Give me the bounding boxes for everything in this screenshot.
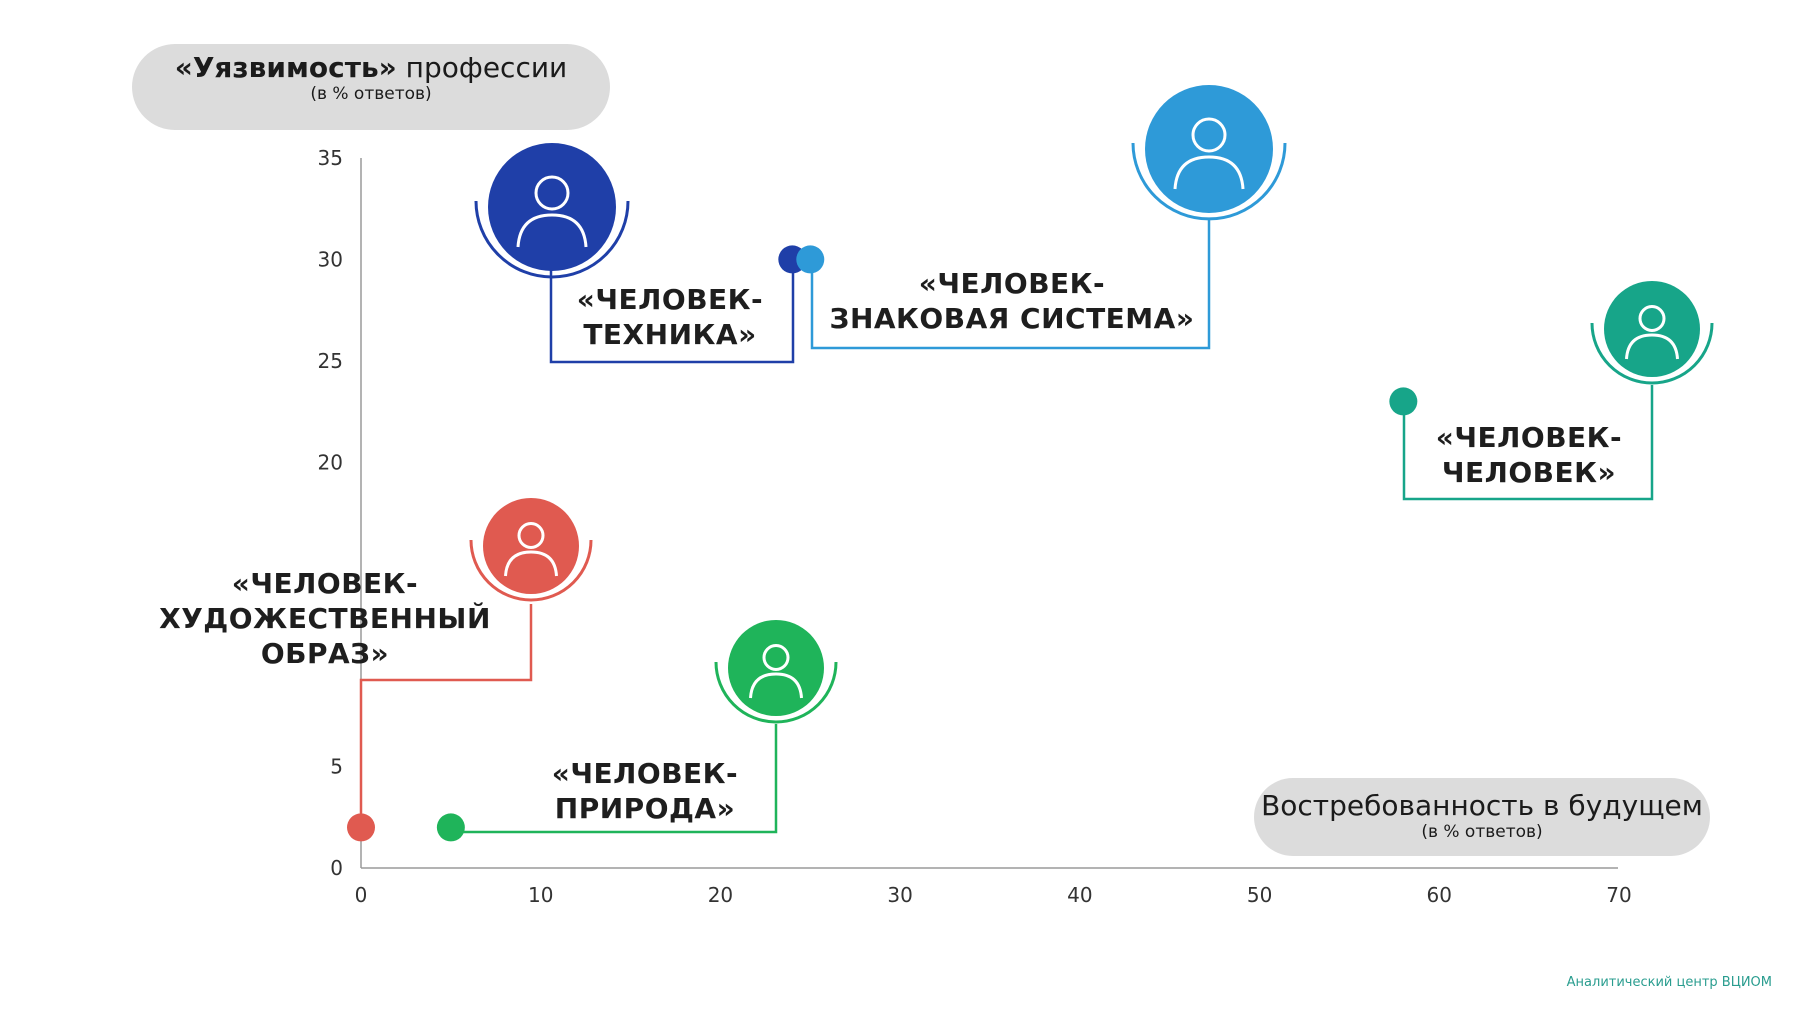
data-point-marker (796, 245, 825, 274)
robot-head-icon (488, 143, 616, 271)
x-tick-label: 0 (355, 883, 368, 907)
y-tick-label: 0 (330, 856, 343, 880)
icon-body (504, 550, 558, 577)
icon-ring (714, 661, 838, 724)
y-tick-label: 35 (318, 146, 343, 170)
y-tick-label: 30 (318, 247, 343, 271)
y-tick-label: 20 (318, 450, 343, 474)
data-point-marker (347, 813, 375, 842)
data-point-marker (436, 813, 465, 842)
icon-body (1173, 155, 1245, 190)
x-axis-subtitle: (в % ответов) (1421, 822, 1543, 842)
data-point-group (474, 143, 807, 364)
icon-head (517, 522, 545, 549)
x-tick-label: 20 (708, 883, 733, 907)
icon-ring (1590, 322, 1714, 385)
y-tick-label: 25 (318, 349, 343, 373)
icon-body (1625, 333, 1679, 360)
data-point-group (796, 85, 1287, 350)
x-axis-title: Востребованность в будущем (в % ответов) (1254, 778, 1710, 856)
connector-line (1402, 385, 1654, 501)
data-point-marker (1389, 387, 1418, 416)
y-axis-title-bold: «Уязвимость» (174, 51, 397, 84)
x-tick-label: 10 (528, 883, 553, 907)
y-tick-label: 5 (330, 755, 343, 779)
x-tick-label: 40 (1067, 883, 1092, 907)
y-axis-title: «Уязвимость» профессии (в % ответов) (132, 44, 610, 130)
category-label: «ЧЕЛОВЕК- ХУДОЖЕСТВЕННЫЙ ОБРАЗ» (159, 567, 491, 670)
connector-line (359, 604, 533, 828)
office-worker-laptop-icon (1145, 85, 1273, 213)
connector-line (452, 724, 778, 834)
icon-body (749, 672, 803, 699)
icon-head (1638, 305, 1666, 332)
category-label: «ЧЕЛОВЕК- ТЕХНИКА» (576, 283, 764, 351)
icon-head (534, 175, 570, 211)
connector-line (810, 218, 1211, 350)
x-tick-label: 30 (887, 883, 912, 907)
category-label: «ЧЕЛОВЕК- ЗНАКОВАЯ СИСТЕМА» (829, 267, 1195, 335)
category-label: «ЧЕЛОВЕК- ПРИРОДА» (551, 757, 739, 825)
category-label: «ЧЕЛОВЕК- ЧЕЛОВЕК» (1435, 421, 1623, 489)
data-point-group (347, 498, 593, 842)
y-axis-title-rest: профессии (396, 51, 568, 84)
x-tick-label: 50 (1247, 883, 1272, 907)
icon-ring (1131, 142, 1287, 221)
y-axis-subtitle: (в % ответов) (310, 84, 432, 104)
icon-ring (474, 200, 630, 279)
icon-head (1191, 117, 1227, 153)
icon-ring (469, 539, 593, 602)
icon-head (762, 644, 790, 671)
icon-body (516, 213, 588, 248)
x-axis-title-text: Востребованность в будущем (1261, 789, 1703, 822)
x-tick-label: 70 (1606, 883, 1631, 907)
x-tick-label: 60 (1427, 883, 1452, 907)
footer-source: Аналитический центр ВЦИОМ (1566, 975, 1772, 990)
connector-line (549, 262, 795, 364)
data-point-group (436, 620, 838, 842)
data-point-group (1389, 281, 1714, 501)
